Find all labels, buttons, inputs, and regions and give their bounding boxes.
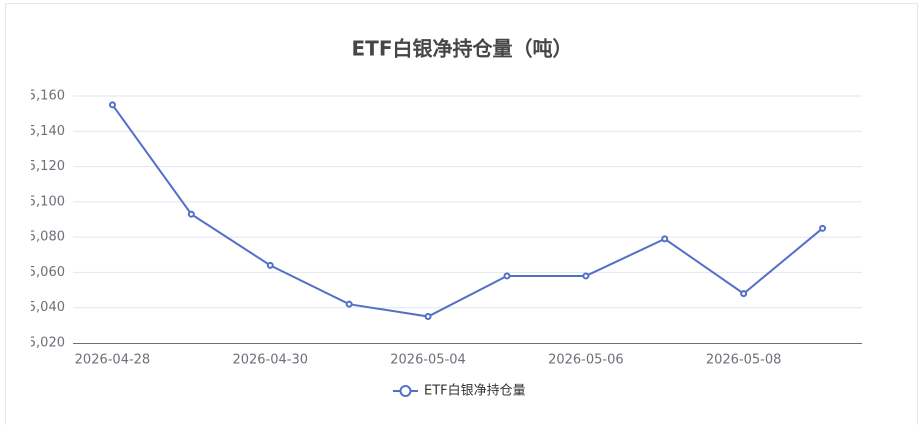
x-tick-label: 2026-05-08 bbox=[706, 353, 782, 368]
chart-title: ETF白银净持仓量（吨） bbox=[352, 37, 573, 61]
y-tick-label: 15,060 bbox=[20, 265, 66, 280]
y-tick-label: 15,120 bbox=[20, 159, 66, 174]
x-tick-label: 2026-04-28 bbox=[75, 353, 151, 368]
data-point bbox=[187, 210, 195, 218]
y-tick-label: 15,140 bbox=[20, 124, 66, 139]
data-point bbox=[819, 224, 827, 232]
y-tick-label: 15,100 bbox=[20, 194, 66, 209]
data-point bbox=[661, 235, 669, 243]
data-point bbox=[108, 101, 116, 109]
y-axis-labels: 15,020 15,040 15,060 15,080 15,100 15,120 15,1… bbox=[20, 89, 66, 351]
series-line bbox=[111, 104, 824, 318]
data-point bbox=[345, 300, 353, 308]
y-tick-label: 15,080 bbox=[20, 230, 66, 245]
data-point bbox=[424, 313, 432, 321]
x-tick-label: 2026-04-30 bbox=[232, 353, 308, 368]
data-point bbox=[740, 290, 748, 298]
y-tick-label: 15,040 bbox=[20, 300, 66, 315]
data-point bbox=[582, 272, 590, 280]
y-tick-label: 15,160 bbox=[20, 89, 66, 104]
frame bbox=[5, 3, 918, 425]
legend-label: ETF白银净持仓量 bbox=[424, 383, 526, 399]
data-point bbox=[266, 261, 274, 269]
x-tick-label: 2026-05-06 bbox=[548, 353, 624, 368]
legend-icon-marker bbox=[399, 385, 412, 397]
y-tick-label: 15,020 bbox=[20, 336, 66, 351]
x-tick-label: 2026-05-04 bbox=[390, 353, 466, 368]
data-point bbox=[503, 272, 511, 280]
